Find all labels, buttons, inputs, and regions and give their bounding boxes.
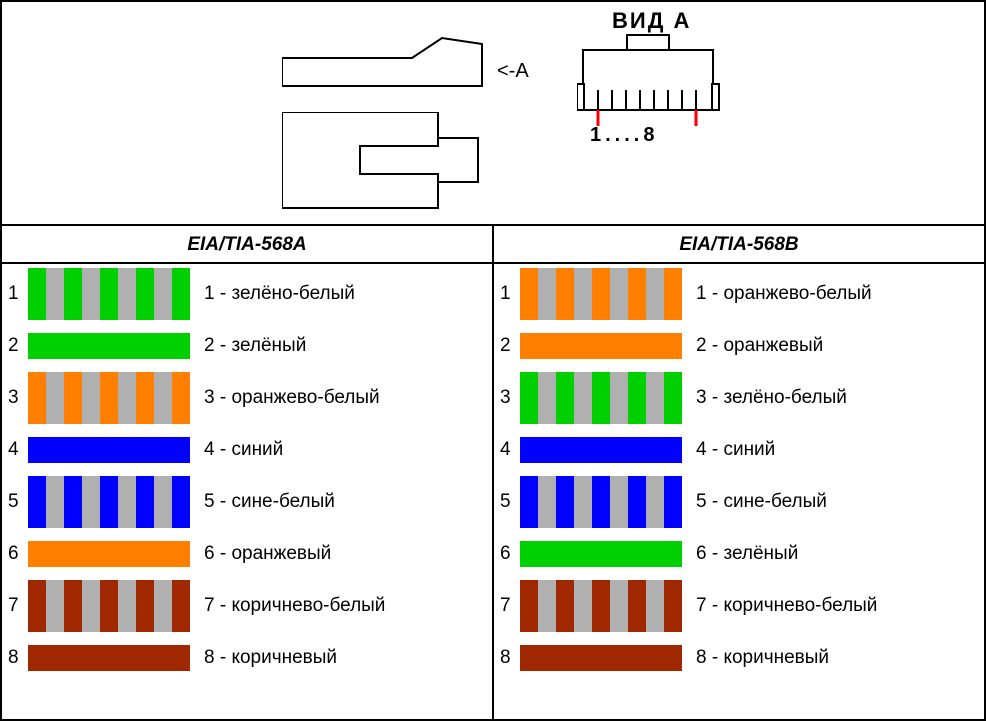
wire-label: 5 - сине-белый [696, 491, 827, 513]
wire-swatch [28, 437, 190, 463]
wire-swatch [520, 476, 682, 528]
pin-number: 2 [8, 335, 28, 357]
pin-number: 3 [8, 387, 28, 409]
wire-swatch [520, 268, 682, 320]
arrow-a-label: <-A [497, 60, 529, 83]
wire-swatch [28, 476, 190, 528]
pin-number: 3 [500, 387, 520, 409]
pin-range-label: 1....8 [590, 124, 658, 147]
wire-swatch [28, 372, 190, 424]
pin-number: 6 [8, 543, 28, 565]
wire-label: 7 - коричнево-белый [204, 595, 385, 617]
wire-label: 4 - синий [696, 439, 775, 461]
wire-row: 8 8 - коричневый [8, 632, 486, 684]
wire-row: 2 2 - зелёный [8, 320, 486, 372]
diagram-container: ВИД A <-A 1....8 [0, 0, 986, 721]
pin-number: 7 [500, 595, 520, 617]
column-568a: 1 1 - зелёно-белый 2 2 - зелёный 3 3 - оранже… [2, 264, 494, 721]
wire-swatch [28, 645, 190, 671]
pin-number: 4 [500, 439, 520, 461]
pin-number: 1 [8, 283, 28, 305]
wire-row: 8 8 - коричневый [500, 632, 978, 684]
pin-number: 8 [500, 647, 520, 669]
wire-label: 2 - оранжевый [696, 335, 823, 357]
column-568b: 1 1 - оранжево-белый 2 2 - оранжевый 3 3 - зе… [494, 264, 984, 721]
wire-swatch [28, 268, 190, 320]
wire-row: 5 5 - сине-белый [500, 476, 978, 528]
wire-label: 4 - синий [204, 439, 283, 461]
wire-row: 1 1 - оранжево-белый [500, 268, 978, 320]
plug-side-view [282, 30, 492, 90]
wire-swatch [520, 580, 682, 632]
pin-number: 2 [500, 335, 520, 357]
header-568b: EIA/TIA-568B [494, 226, 984, 262]
wire-row: 3 3 - оранжево-белый [8, 372, 486, 424]
wire-label: 2 - зелёный [204, 335, 306, 357]
wire-row: 6 6 - зелёный [500, 528, 978, 580]
wire-row: 5 5 - сине-белый [8, 476, 486, 528]
pin-number: 8 [8, 647, 28, 669]
wire-label: 8 - коричневый [696, 647, 829, 669]
pin-number: 7 [8, 595, 28, 617]
plug-front-view [577, 32, 727, 127]
wire-swatch [520, 645, 682, 671]
wire-label: 8 - коричневый [204, 647, 337, 669]
view-a-label: ВИД A [612, 8, 691, 34]
pin-number: 1 [500, 283, 520, 305]
pin-number: 4 [8, 439, 28, 461]
wire-row: 4 4 - синий [500, 424, 978, 476]
wire-row: 1 1 - зелёно-белый [8, 268, 486, 320]
pin-number: 5 [500, 491, 520, 513]
wire-label: 6 - оранжевый [204, 543, 331, 565]
wire-label: 1 - оранжево-белый [696, 283, 872, 305]
wire-row: 4 4 - синий [8, 424, 486, 476]
pin-number: 5 [8, 491, 28, 513]
pin-number: 6 [500, 543, 520, 565]
wire-label: 3 - оранжево-белый [204, 387, 380, 409]
wire-row: 3 3 - зелёно-белый [500, 372, 978, 424]
wire-row: 7 7 - коричнево-белый [500, 580, 978, 632]
wire-row: 7 7 - коричнево-белый [8, 580, 486, 632]
wire-swatch [28, 333, 190, 359]
wire-label: 5 - сине-белый [204, 491, 335, 513]
header-568a: EIA/TIA-568A [2, 226, 494, 262]
wire-columns: 1 1 - зелёно-белый 2 2 - зелёный 3 3 - оранже… [2, 264, 984, 721]
wire-swatch [520, 372, 682, 424]
wire-swatch [28, 580, 190, 632]
wire-label: 3 - зелёно-белый [696, 387, 847, 409]
standard-headers: EIA/TIA-568A EIA/TIA-568B [2, 226, 984, 264]
wire-label: 6 - зелёный [696, 543, 798, 565]
wire-row: 6 6 - оранжевый [8, 528, 486, 580]
wire-label: 7 - коричнево-белый [696, 595, 877, 617]
wire-swatch [520, 541, 682, 567]
wire-swatch [520, 437, 682, 463]
wire-label: 1 - зелёно-белый [204, 283, 355, 305]
wire-row: 2 2 - оранжевый [500, 320, 978, 372]
connector-diagrams-panel: ВИД A <-A 1....8 [2, 2, 984, 226]
wire-swatch [28, 541, 190, 567]
plug-bottom-view [282, 112, 482, 212]
wire-swatch [520, 333, 682, 359]
